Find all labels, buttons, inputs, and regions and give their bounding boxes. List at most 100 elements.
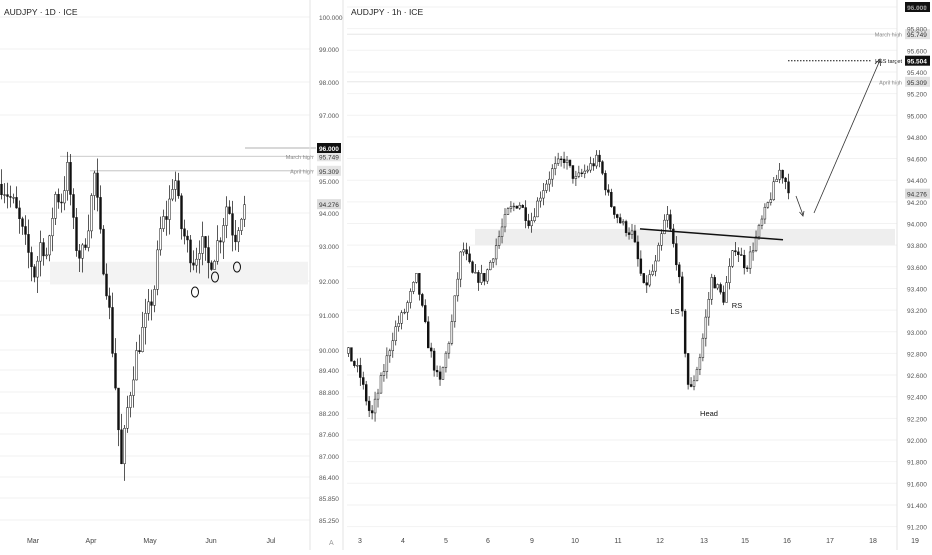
hourly-chart-title: AUDJPY · 1h · ICE xyxy=(351,7,423,17)
daily-candle xyxy=(93,172,96,196)
hourly-candle xyxy=(347,347,350,354)
hourly-candle xyxy=(701,337,705,358)
level-label-hourly: H&S target xyxy=(875,59,902,65)
daily-candle xyxy=(75,217,78,251)
daily-candle xyxy=(51,218,54,237)
time-tick-label: 16 xyxy=(783,538,791,545)
hourly-candle xyxy=(530,220,533,227)
daily-candle xyxy=(240,218,243,231)
hourly-candle xyxy=(462,249,465,253)
time-tick-label: 18 xyxy=(869,538,877,545)
daily-candle xyxy=(183,228,186,237)
daily-candle xyxy=(177,180,180,197)
hourly-candle xyxy=(680,276,684,312)
hourly-candle xyxy=(604,173,607,191)
hourly-candle xyxy=(731,250,734,267)
candles xyxy=(0,150,790,481)
hourly-candle xyxy=(633,230,637,243)
price-tick-label: 94.800 xyxy=(907,135,927,142)
hourly-candle xyxy=(719,284,722,293)
price-tick-label: 97.000 xyxy=(319,113,339,120)
time-tick-label: Jul xyxy=(267,538,276,545)
top-price-box xyxy=(905,2,930,12)
last-price-label: 94.276 xyxy=(319,202,339,209)
hourly-candle xyxy=(601,161,604,174)
price-tick-label: 85.250 xyxy=(319,518,339,525)
level-label-daily: March high xyxy=(286,155,313,161)
daily-candle xyxy=(138,350,141,352)
hourly-candle xyxy=(474,272,477,274)
hourly-candle xyxy=(580,172,583,174)
hourly-candle xyxy=(359,365,362,378)
level-price-box xyxy=(317,151,341,162)
price-tick-label: 91.400 xyxy=(907,503,927,510)
level-price-label: 95.504 xyxy=(907,59,927,66)
hourly-candle xyxy=(545,183,548,191)
pattern-label: Head xyxy=(700,409,718,418)
swing-low-circle xyxy=(233,261,241,273)
daily-candle xyxy=(147,301,150,314)
price-tick-label: 95.000 xyxy=(907,113,927,120)
time-tick-label: 10 xyxy=(571,538,579,545)
hourly-candle xyxy=(394,326,397,341)
hourly-candle xyxy=(515,205,519,209)
hourly-candle xyxy=(627,232,631,235)
price-tick-label: 93.600 xyxy=(907,265,927,272)
hourly-candle xyxy=(483,273,486,282)
hourly-candle xyxy=(663,219,666,234)
hourly-candle xyxy=(503,214,507,228)
price-levels: March high 95.749 April high 95.309 96.000 94… xyxy=(60,2,930,210)
hourly-candle xyxy=(672,228,675,244)
daily-candle xyxy=(15,197,18,209)
hourly-candle xyxy=(518,205,521,209)
hourly-candle xyxy=(586,169,589,172)
time-tick-label: 3 xyxy=(358,538,362,545)
daily-candle xyxy=(171,189,174,200)
hourly-candle xyxy=(592,163,595,167)
price-tick-label: 89.400 xyxy=(319,368,339,375)
daily-candle xyxy=(102,228,105,275)
hourly-candle xyxy=(624,221,628,233)
daily-candle xyxy=(114,353,117,389)
hourly-candle xyxy=(740,254,743,256)
daily-candle xyxy=(198,253,201,260)
daily-candle xyxy=(132,379,135,396)
daily-candle xyxy=(24,226,27,235)
daily-candle xyxy=(141,327,144,352)
daily-candle xyxy=(36,260,39,278)
price-tick-label: 93.800 xyxy=(907,243,927,250)
pattern-label: LS xyxy=(670,307,679,316)
level-price-box xyxy=(905,76,930,87)
level-price-label: 95.309 xyxy=(319,169,339,176)
daily-candle xyxy=(237,230,240,243)
auto-scale-label[interactable]: A xyxy=(329,540,334,547)
daily-candle xyxy=(231,213,234,236)
daily-candle xyxy=(33,266,36,278)
hourly-candle xyxy=(574,176,578,179)
time-tick-label: 13 xyxy=(700,538,708,545)
price-tick-label: 95.800 xyxy=(907,27,927,34)
hourly-candle xyxy=(660,233,663,246)
hourly-candle xyxy=(415,273,418,283)
daily-candle xyxy=(96,172,99,198)
hourly-candle xyxy=(710,277,713,300)
hourly-candle xyxy=(763,206,767,220)
daily-candle xyxy=(3,194,6,196)
time-tick-label: 4 xyxy=(401,538,405,545)
daily-candle xyxy=(162,216,165,229)
hourly-candle xyxy=(536,200,539,218)
hourly-candle xyxy=(356,365,359,367)
swing-low-circle xyxy=(211,271,219,283)
price-tick-label: 94.600 xyxy=(907,157,927,164)
daily-candle xyxy=(195,258,198,266)
daily-candle xyxy=(105,273,108,297)
hourly-candle xyxy=(429,347,433,352)
price-tick-label: 95.000 xyxy=(319,179,339,186)
hourly-candle xyxy=(618,217,622,224)
hourly-candle xyxy=(583,170,586,174)
hourly-candle xyxy=(456,278,459,297)
daily-candle xyxy=(12,197,15,199)
price-tick-label: 95.400 xyxy=(907,70,927,77)
